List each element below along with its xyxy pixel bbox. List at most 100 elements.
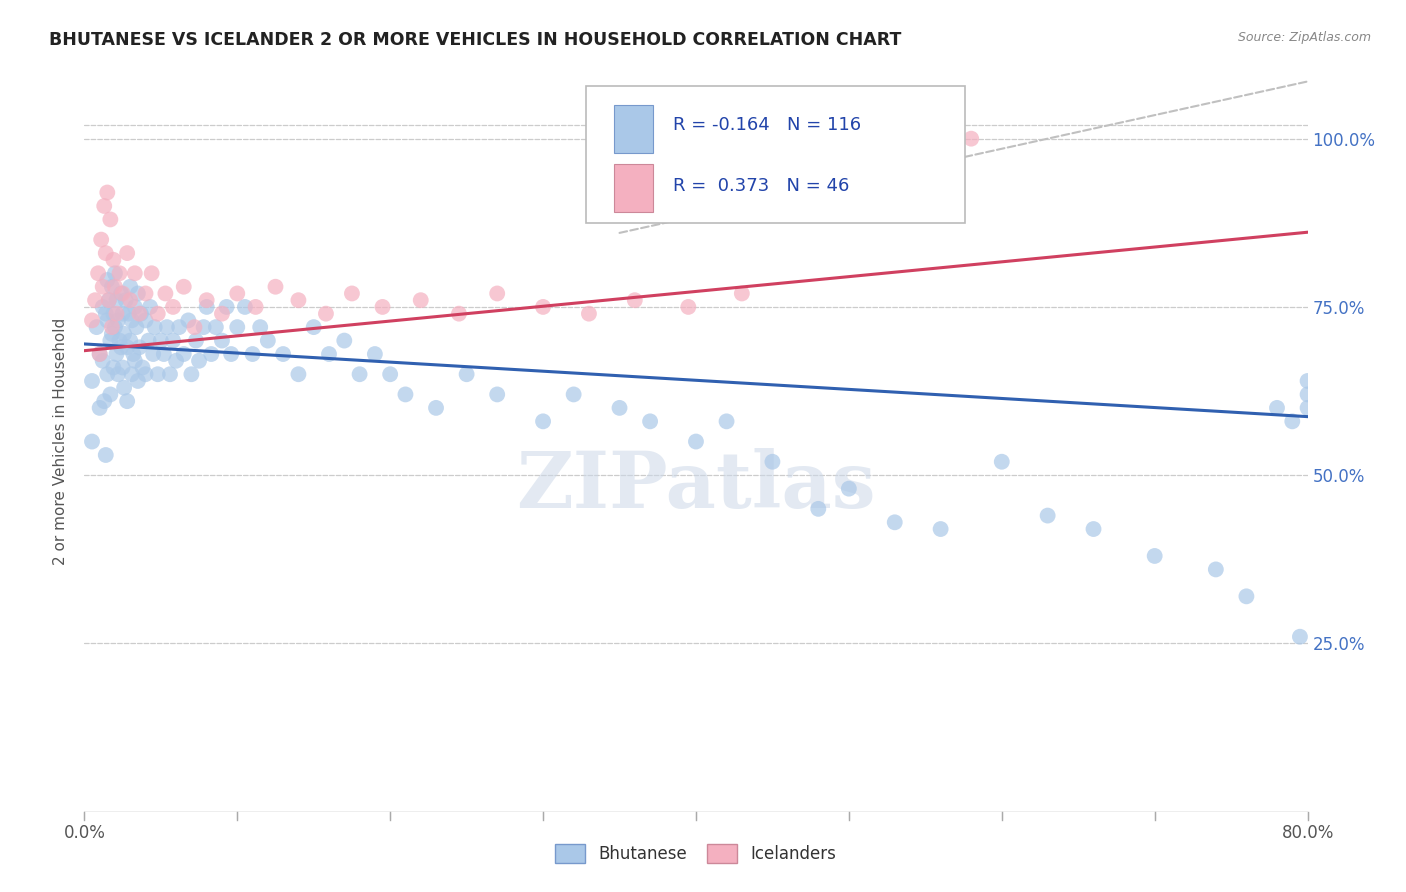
Point — [97, 293, 120, 308]
Point — [101, 320, 124, 334]
Point — [761, 455, 783, 469]
Point — [1205, 562, 1227, 576]
Point — [960, 131, 983, 145]
Text: Source: ZipAtlas.com: Source: ZipAtlas.com — [1237, 31, 1371, 45]
Point — [115, 246, 138, 260]
Point — [93, 199, 115, 213]
Point — [578, 307, 600, 321]
Point — [371, 300, 394, 314]
Point — [162, 300, 184, 314]
Point — [1236, 590, 1258, 604]
Point — [929, 522, 952, 536]
Point — [380, 368, 402, 382]
Point — [128, 340, 150, 354]
Point — [124, 300, 146, 314]
Point — [128, 307, 150, 321]
Point — [409, 293, 432, 308]
Point — [91, 300, 114, 314]
Point — [678, 300, 700, 314]
Point — [96, 186, 118, 200]
Point — [91, 353, 114, 368]
Point — [1281, 414, 1303, 428]
Point — [96, 273, 118, 287]
Point — [333, 334, 356, 348]
Point — [111, 286, 134, 301]
Point — [96, 313, 118, 327]
Point — [226, 320, 249, 334]
Point — [115, 340, 138, 354]
Point — [135, 286, 157, 301]
Point — [315, 307, 337, 321]
Point — [138, 334, 160, 348]
Point — [162, 334, 184, 348]
Point — [135, 313, 157, 327]
Point — [883, 516, 905, 530]
Point — [139, 300, 162, 314]
Point — [624, 293, 647, 308]
Point — [318, 347, 340, 361]
Point — [124, 266, 146, 280]
Point — [135, 368, 157, 382]
Point — [1296, 374, 1319, 388]
Point — [105, 347, 128, 361]
Point — [87, 266, 110, 280]
Point — [103, 307, 125, 321]
Point — [211, 334, 233, 348]
Point — [94, 448, 117, 462]
Point — [1289, 630, 1312, 644]
Point — [1296, 387, 1319, 401]
Point — [287, 368, 309, 382]
Point — [121, 313, 143, 327]
Point — [90, 233, 112, 247]
Point — [111, 307, 134, 321]
Point — [159, 368, 181, 382]
Point — [153, 347, 176, 361]
Point — [531, 414, 554, 428]
Point — [142, 347, 165, 361]
Point — [89, 347, 111, 361]
Point — [200, 347, 222, 361]
Point — [205, 320, 228, 334]
Point — [114, 293, 136, 308]
Point — [1265, 401, 1288, 415]
Point — [108, 266, 131, 280]
Point — [93, 394, 115, 409]
Point — [80, 434, 103, 449]
Point — [110, 340, 132, 354]
Y-axis label: 2 or more Vehicles in Household: 2 or more Vehicles in Household — [53, 318, 69, 566]
Point — [731, 286, 754, 301]
Point — [486, 286, 509, 301]
Point — [122, 347, 145, 361]
Point — [120, 334, 142, 348]
Point — [838, 482, 860, 496]
Text: R = -0.164   N = 116: R = -0.164 N = 116 — [672, 116, 860, 134]
Point — [104, 320, 127, 334]
Point — [193, 320, 215, 334]
Point — [120, 293, 142, 308]
Point — [97, 293, 120, 308]
Point — [105, 307, 128, 321]
Point — [271, 347, 294, 361]
Point — [105, 293, 128, 308]
FancyBboxPatch shape — [586, 87, 965, 223]
Point — [146, 307, 169, 321]
Point — [91, 279, 114, 293]
Text: R =  0.373   N = 46: R = 0.373 N = 46 — [672, 178, 849, 195]
Point — [89, 347, 111, 361]
Text: ZIPatlas: ZIPatlas — [516, 448, 876, 524]
Point — [86, 320, 108, 334]
Point — [125, 320, 148, 334]
Point — [80, 313, 103, 327]
Point — [118, 307, 141, 321]
Point — [245, 300, 267, 314]
Point — [531, 300, 554, 314]
Point — [101, 279, 124, 293]
Point — [188, 353, 211, 368]
Point — [127, 374, 149, 388]
Bar — [614, 104, 654, 153]
Point — [149, 334, 172, 348]
Point — [107, 313, 129, 327]
Text: BHUTANESE VS ICELANDER 2 OR MORE VEHICLES IN HOUSEHOLD CORRELATION CHART: BHUTANESE VS ICELANDER 2 OR MORE VEHICLE… — [49, 31, 901, 49]
Point — [94, 307, 117, 321]
Point — [101, 326, 124, 341]
